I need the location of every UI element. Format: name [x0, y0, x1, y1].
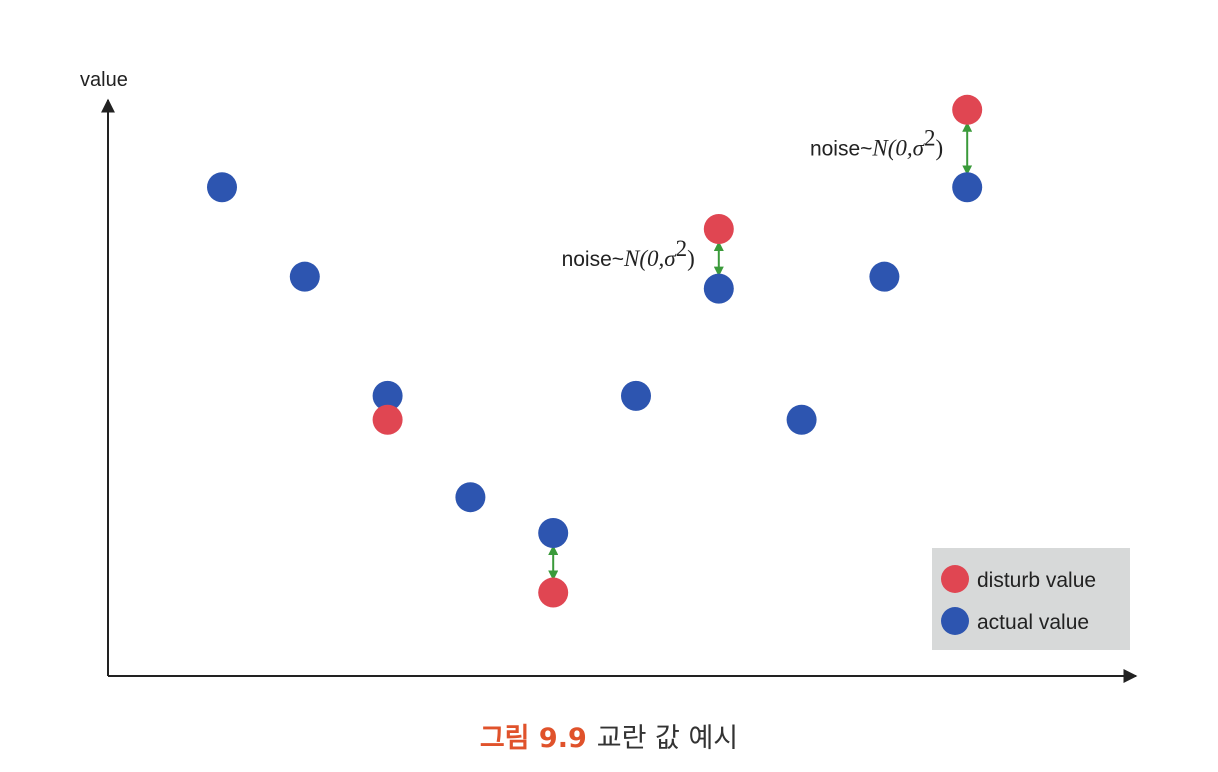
legend-marker-actual: [941, 607, 969, 635]
actual-point-3: [455, 482, 486, 513]
disturb-point-0: [372, 404, 403, 435]
actual-point-5: [621, 380, 651, 411]
data-points: [207, 94, 983, 608]
figure-number: 그림 9.9: [479, 723, 587, 754]
disturb-point-2: [703, 214, 734, 244]
actual-point-4: [538, 517, 569, 548]
actual-point-6: [703, 273, 734, 304]
actual-point-0: [207, 172, 237, 203]
noise-annotation-math: N(0,σ: [623, 246, 677, 271]
noise-annotation-close: ): [936, 136, 944, 161]
noise-annotation-exponent: 2: [676, 236, 688, 261]
noise-annotation-1: noise~N(0,σ2): [810, 126, 943, 161]
noise-annotation-math: N(0,σ: [871, 136, 925, 161]
actual-point-1: [289, 261, 320, 292]
actual-point-2: [372, 380, 403, 411]
noise-annotation-0: noise~N(0,σ2): [562, 236, 695, 271]
noise-annotation-close: ): [687, 246, 695, 271]
caption-text: 교란 값 예시: [596, 723, 739, 754]
noise-annotation-prefix: noise~: [562, 248, 624, 271]
legend-marker-disturb: [941, 565, 969, 593]
noise-annotations: noise~N(0,σ2)noise~N(0,σ2): [562, 126, 944, 271]
actual-point-9: [952, 172, 983, 203]
noise-links: [548, 121, 973, 581]
legend-label-actual: actual value: [977, 611, 1089, 634]
y-axis-label: value: [80, 69, 128, 91]
legend: disturb value actual value: [932, 548, 1130, 650]
actual-point-8: [869, 261, 900, 292]
noise-annotation-exponent: 2: [924, 126, 936, 151]
actual-point-7: [786, 404, 817, 435]
disturb-point-3: [952, 94, 983, 125]
disturb-point-1: [538, 577, 569, 608]
legend-label-disturb: disturb value: [977, 569, 1096, 592]
figure-caption: 그림 9.9 교란 값 예시: [0, 716, 1218, 755]
noise-annotation-prefix: noise~: [810, 138, 872, 161]
legend-box: [932, 548, 1130, 650]
